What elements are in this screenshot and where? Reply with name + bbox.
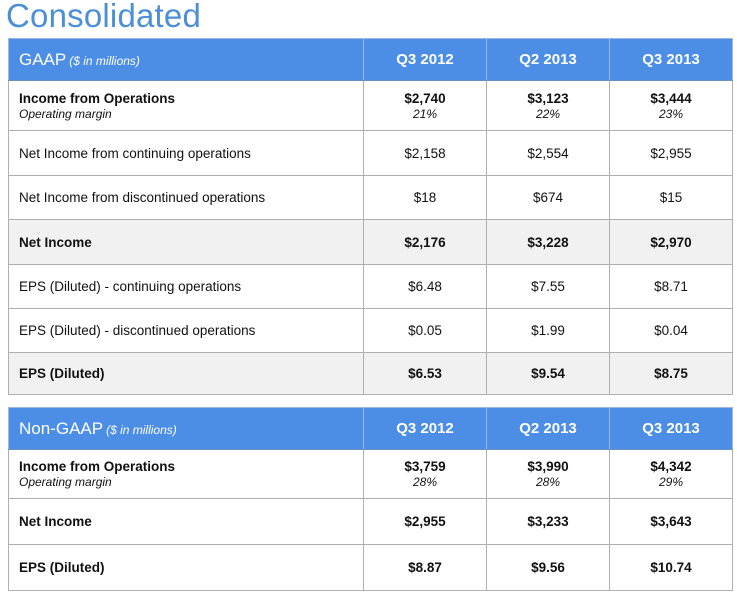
nongaap-col-header: Q3 2012 [363,407,487,450]
cell-value: $2,554 [486,130,610,176]
cell-sub: 22% [535,106,561,121]
table-row: EPS (Diluted) - continuing operations $6… [8,264,733,309]
row-label-sub: Operating margin [19,106,112,121]
cell-value: $18 [363,175,487,220]
cell-value: $10.74 [609,544,733,591]
nongaap-heading-sub: ($ in millions) [106,422,177,437]
cell-value: $3,123 22% [486,80,610,131]
row-label-sub: Operating margin [19,475,112,489]
cell-value: $3,228 [486,219,610,265]
row-label-main: Income from Operations [19,90,176,106]
cell-value: $2,955 [363,498,487,545]
cell-sub: 23% [658,106,684,121]
cell-value: $9.56 [486,544,610,591]
cell-value: $2,158 [363,130,487,176]
table-row: EPS (Diluted) $8.87 $9.56 $10.74 [8,544,733,591]
row-label: Net Income from continuing operations [8,130,364,176]
cell-value: $0.04 [609,308,733,353]
row-label: Income from Operations Operating margin [8,449,364,499]
gaap-table: GAAP ($ in millions) Q3 2012 Q2 2013 Q3 2… [8,38,733,395]
row-label: EPS (Diluted) - discontinued operations [8,308,364,353]
nongaap-header-row: Non-GAAP ($ in millions) Q3 2012 Q2 2013 … [8,407,733,450]
gaap-col-header: Q3 2013 [609,38,733,81]
cell-value: $8.75 [609,352,733,395]
cell-value: $3,233 [486,498,610,545]
cell-value: $2,176 [363,219,487,265]
cell-value: $3,444 23% [609,80,733,131]
cell-main: $4,342 [650,459,692,474]
gaap-heading-label: GAAP [19,49,67,69]
cell-main: $3,123 [527,90,569,106]
cell-value: $0.05 [363,308,487,353]
table-row: EPS (Diluted) - discontinued operations … [8,308,733,353]
row-label: Income from Operations Operating margin [8,80,364,131]
row-label-main: Income from Operations [19,459,176,474]
nongaap-heading-label: Non-GAAP [19,418,104,438]
row-label: Net Income [8,219,364,265]
row-label: EPS (Diluted) [8,352,364,395]
nongaap-col-header: Q3 2013 [609,407,733,450]
nongaap-col-header: Q2 2013 [486,407,610,450]
cell-value: $2,740 21% [363,80,487,131]
cell-main: $2,740 [404,90,446,106]
cell-value: $4,342 29% [609,449,733,499]
cell-value: $6.53 [363,352,487,395]
gaap-heading-sub: ($ in millions) [69,53,140,68]
cell-value: $8.71 [609,264,733,309]
cell-value: $674 [486,175,610,220]
table-row: Net Income $2,955 $3,233 $3,643 [8,498,733,545]
cell-sub: 28% [412,475,438,489]
cell-value: $6.48 [363,264,487,309]
table-row: Income from Operations Operating margin $… [8,449,733,499]
cell-main: $3,759 [404,459,446,474]
table-row: Net Income from continuing operations $2… [8,130,733,176]
cell-value: $7.55 [486,264,610,309]
table-row: Net Income from discontinued operations … [8,175,733,220]
gaap-col-header: Q3 2012 [363,38,487,81]
gaap-col-header: Q2 2013 [486,38,610,81]
row-label: EPS (Diluted) - continuing operations [8,264,364,309]
cell-sub: 29% [658,475,684,489]
cell-value: $2,970 [609,219,733,265]
cell-value: $9.54 [486,352,610,395]
table-row: EPS (Diluted) $6.53 $9.54 $8.75 [8,352,733,395]
cell-value: $1.99 [486,308,610,353]
page-title: Consolidated [6,0,202,34]
cell-sub: 28% [535,475,561,489]
cell-value: $3,990 28% [486,449,610,499]
nongaap-table: Non-GAAP ($ in millions) Q3 2012 Q2 2013 … [8,407,733,591]
nongaap-heading: Non-GAAP ($ in millions) [8,407,364,450]
cell-value: $3,643 [609,498,733,545]
table-row: Income from Operations Operating margin $… [8,80,733,131]
gaap-header-row: GAAP ($ in millions) Q3 2012 Q2 2013 Q3 2… [8,38,733,81]
row-label: Net Income from discontinued operations [8,175,364,220]
cell-value: $15 [609,175,733,220]
cell-value: $2,955 [609,130,733,176]
row-label: EPS (Diluted) [8,544,364,591]
table-row: Net Income $2,176 $3,228 $2,970 [8,219,733,265]
cell-value: $3,759 28% [363,449,487,499]
gaap-heading: GAAP ($ in millions) [8,38,364,81]
cell-sub: 21% [412,106,438,121]
cell-value: $8.87 [363,544,487,591]
cell-main: $3,990 [527,459,569,474]
cell-main: $3,444 [650,90,692,106]
row-label: Net Income [8,498,364,545]
